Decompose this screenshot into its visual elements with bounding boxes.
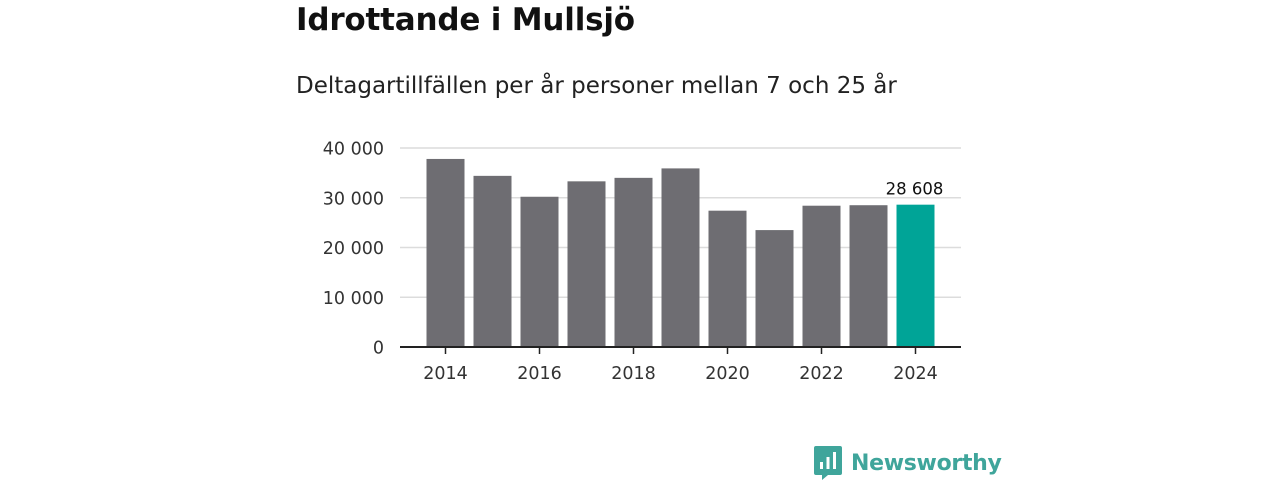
bar-2017 (567, 181, 606, 347)
x-tick-label: 2016 (517, 364, 562, 384)
bar-2023 (849, 205, 888, 347)
newsworthy-logo-icon (814, 446, 842, 480)
brand: Newsworthy (814, 446, 1002, 480)
x-tick-label: 2014 (423, 364, 468, 384)
brand-name: Newsworthy (851, 450, 1002, 476)
x-tick-label: 2020 (705, 364, 750, 384)
bar-2022 (802, 205, 841, 347)
bar-2024 (896, 204, 935, 347)
bar-2015 (473, 175, 512, 347)
data-labels: 28 608 (886, 180, 944, 199)
bar-2019 (661, 168, 700, 347)
bar-2014 (426, 158, 465, 347)
x-tick-label: 2022 (799, 364, 844, 384)
y-tick-label: 30 000 (323, 189, 384, 209)
chart-subtitle: Deltagartillfällen per år personer mella… (296, 73, 897, 99)
y-tick-label: 10 000 (323, 289, 384, 309)
chart-title: Idrottande i Mullsjö (296, 2, 635, 38)
x-tick-label: 2018 (611, 364, 656, 384)
bar-2018 (614, 177, 653, 347)
bar-2020 (708, 210, 747, 347)
data-label-2024: 28 608 (886, 180, 944, 199)
y-tick-label: 20 000 (323, 239, 384, 259)
x-axis-ticks: 2014 2016 2018 2020 2022 2024 (423, 347, 938, 384)
y-tick-label: 40 000 (323, 140, 384, 160)
y-tick-label: 0 (373, 339, 384, 359)
bar-2021 (755, 230, 794, 347)
bars (426, 158, 935, 347)
y-axis-ticks: 0 10 000 20 000 30 000 40 000 (323, 140, 384, 359)
bar-2016 (520, 196, 559, 347)
x-tick-label: 2024 (893, 364, 938, 384)
